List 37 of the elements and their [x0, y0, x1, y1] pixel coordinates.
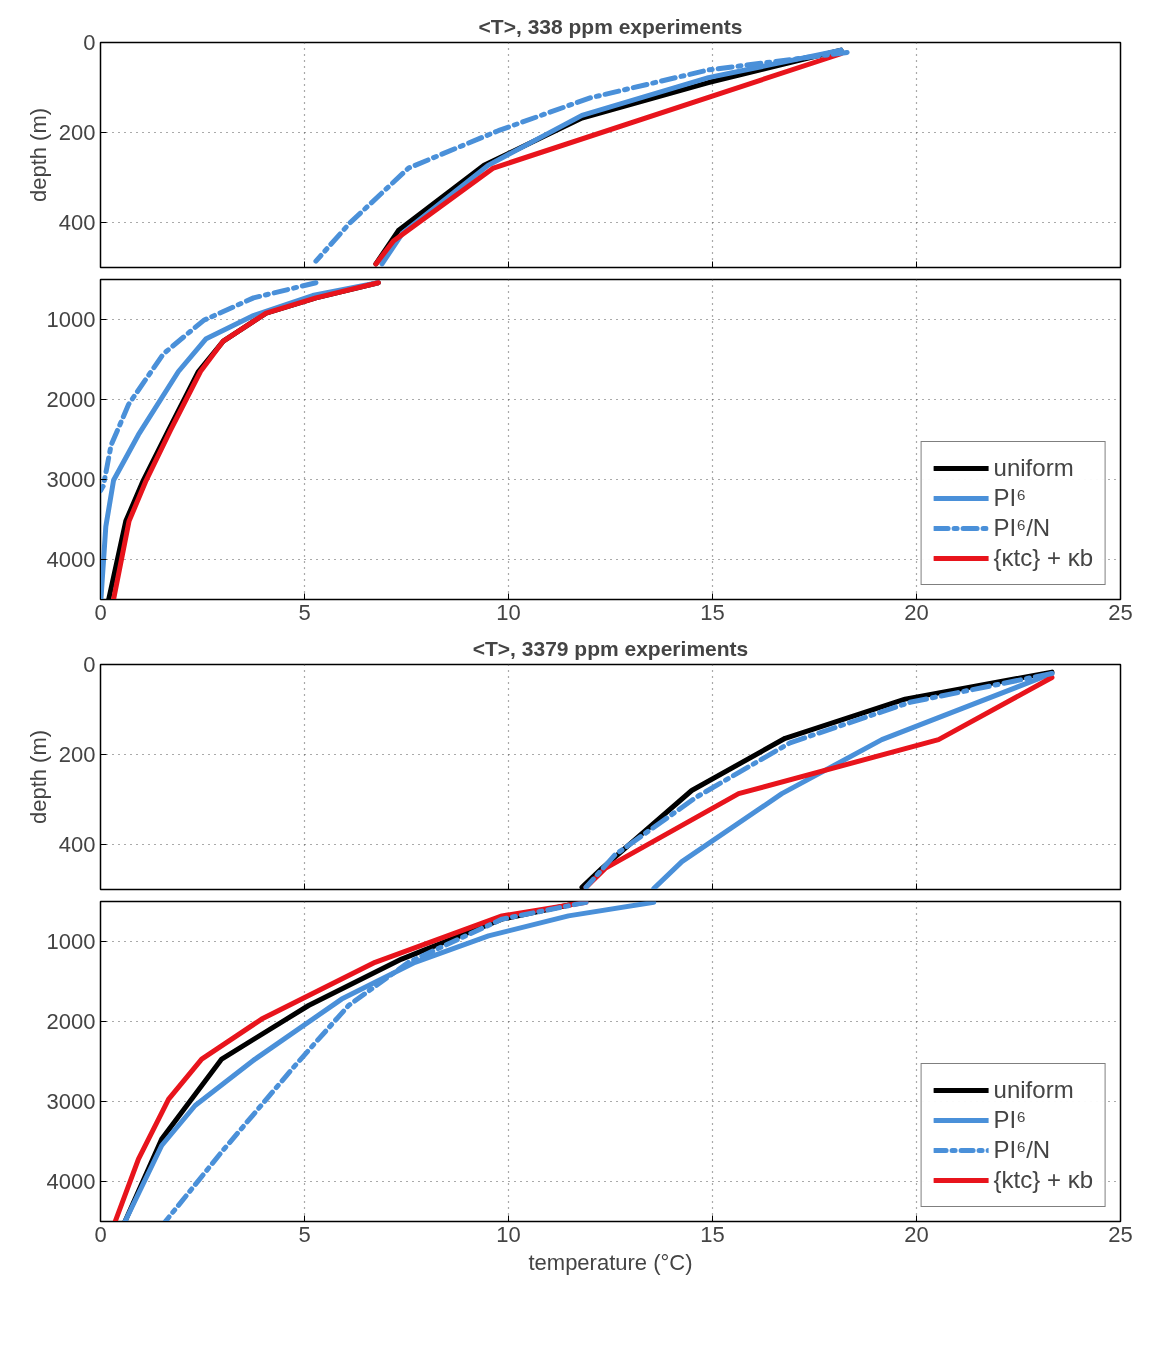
x-tick-label: 10 [496, 1221, 521, 1247]
x-tick-label: 20 [904, 599, 929, 625]
y-tick-label: 2000 [46, 1009, 96, 1034]
y-tick-label: 1000 [46, 307, 96, 332]
x-tick-label: 10 [496, 599, 521, 625]
x-axis-title: temperature (°C) [528, 1249, 693, 1275]
chart-title: <T>, 3379 ppm experiments [472, 636, 749, 660]
y-tick-label: 3000 [46, 1089, 96, 1114]
x-tick-label: 20 [904, 1221, 929, 1247]
y-tick-label: 4000 [46, 1169, 96, 1194]
y-tick-label: 0 [83, 30, 96, 55]
y-tick-label: 400 [58, 832, 96, 857]
y-tick-label: 3000 [46, 467, 96, 492]
x-tick-label: 15 [700, 1221, 725, 1247]
x-tick-label: 25 [1108, 599, 1133, 625]
x-tick-label: 15 [700, 599, 725, 625]
legend-label: {κtc} + κb [993, 544, 1093, 572]
y-axis-title: depth (m) [25, 107, 51, 203]
legend-label: uniform [993, 454, 1074, 482]
legend-label: uniform [993, 1076, 1074, 1104]
y-tick-label: 4000 [46, 547, 96, 572]
y-tick-label: 200 [58, 742, 96, 767]
y-tick-label: 2000 [46, 387, 96, 412]
y-tick-label: 200 [58, 120, 96, 145]
legend-label: {ktc} + κb [993, 1166, 1093, 1194]
chart-title: <T>, 338 ppm experiments [478, 14, 743, 38]
x-tick-label: 25 [1108, 1221, 1133, 1247]
y-tick-label: 0 [83, 652, 96, 677]
legend-label: PI⁶/N [993, 1136, 1051, 1164]
y-tick-label: 1000 [46, 929, 96, 954]
x-tick-label: 5 [298, 599, 311, 625]
y-tick-label: 400 [58, 210, 96, 235]
legend-label: PI⁶/N [993, 514, 1051, 542]
y-axis-title: depth (m) [25, 729, 51, 825]
x-tick-label: 5 [298, 1221, 311, 1247]
legend-label: PI⁶ [993, 484, 1027, 512]
legend-label: PI⁶ [993, 1106, 1027, 1134]
